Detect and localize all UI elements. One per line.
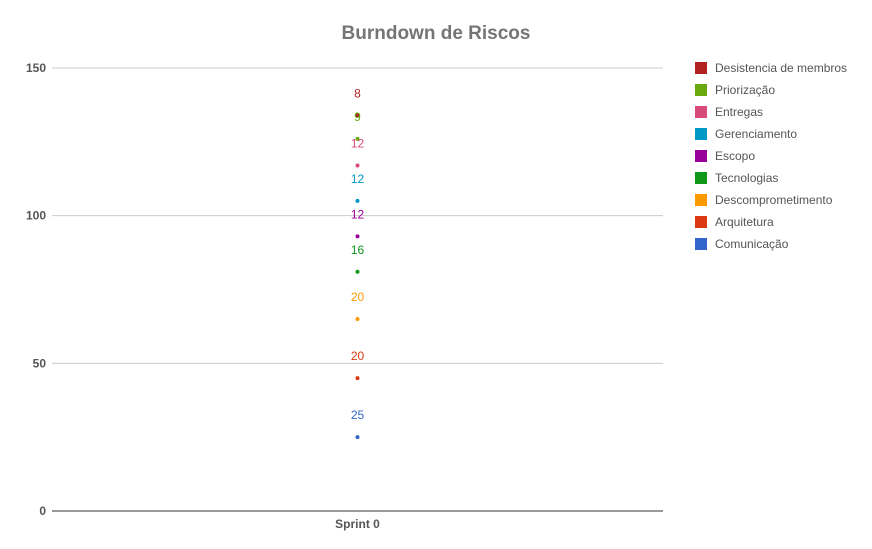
data-point <box>355 136 360 141</box>
legend-label: Priorização <box>715 83 775 97</box>
legend-swatch <box>695 84 707 96</box>
legend: Desistencia de membros Priorização Entrega… <box>695 61 847 251</box>
data-label: 25 <box>351 408 365 422</box>
data-point <box>355 317 360 322</box>
data-label: 20 <box>351 290 365 304</box>
legend-swatch <box>695 150 707 162</box>
legend-label: Arquitetura <box>715 215 774 229</box>
legend-label: Escopo <box>715 149 755 163</box>
data-label: 16 <box>351 243 365 257</box>
legend-label: Desistencia de membros <box>715 61 847 75</box>
x-axis: Sprint 0 <box>335 517 380 531</box>
legend-swatch <box>695 106 707 118</box>
data-point <box>355 269 360 274</box>
chart-title: Burndown de Riscos <box>342 23 531 44</box>
legend-swatch <box>695 216 707 228</box>
data-label: 12 <box>351 172 365 186</box>
gridlines <box>52 67 663 512</box>
legend-label: Tecnologias <box>715 171 778 185</box>
legend-label: Entregas <box>715 105 763 119</box>
y-tick-label: 100 <box>26 209 46 223</box>
data-label: 12 <box>351 136 365 150</box>
data-point <box>355 198 360 203</box>
y-tick-label: 0 <box>39 504 46 518</box>
legend-swatch <box>695 194 707 206</box>
data-point <box>355 163 360 168</box>
data-point <box>355 234 360 239</box>
data-point <box>355 435 360 440</box>
legend-swatch <box>695 238 707 250</box>
data-point <box>355 113 360 118</box>
data-point <box>355 376 360 381</box>
y-tick-label: 50 <box>33 356 47 370</box>
legend-label: Descomprometimento <box>715 193 833 207</box>
legend-label: Comunicação <box>715 237 789 251</box>
data-points <box>355 113 360 440</box>
x-tick-label: Sprint 0 <box>335 517 380 531</box>
legend-swatch <box>695 172 707 184</box>
y-axis: 0 50 100 150 <box>26 61 46 518</box>
data-label: 20 <box>351 349 365 363</box>
data-label: 9 <box>354 110 361 124</box>
legend-swatch <box>695 62 707 74</box>
legend-swatch <box>695 128 707 140</box>
legend-label: Gerenciamento <box>715 127 797 141</box>
data-label: 8 <box>354 86 361 100</box>
data-label: 12 <box>351 207 365 221</box>
data-labels: 25 20 20 16 12 12 12 9 8 <box>351 86 365 422</box>
y-tick-label: 150 <box>26 61 46 75</box>
